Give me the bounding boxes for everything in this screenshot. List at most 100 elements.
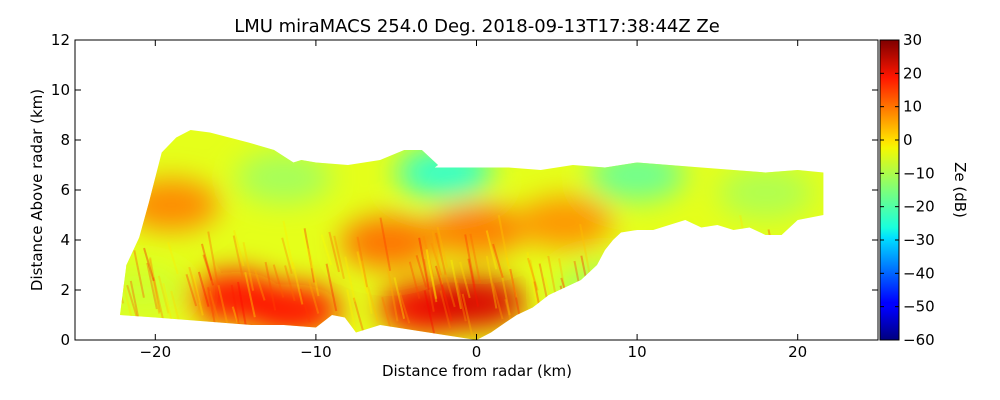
texture-streak — [254, 269, 266, 301]
texture-streak — [425, 249, 438, 303]
texture-streak — [120, 273, 125, 304]
reflectivity-feature — [120, 264, 188, 316]
reflectivity-feature — [645, 254, 742, 306]
texture-streak — [291, 261, 304, 305]
texture-streak — [264, 261, 277, 311]
reflectivity-feature — [428, 204, 525, 256]
texture-streak — [367, 286, 379, 322]
texture-streak — [425, 248, 438, 299]
y-tick-label: 4 — [60, 231, 70, 249]
texture-streak — [303, 228, 316, 283]
reflectivity-feature — [516, 196, 613, 249]
texture-streak — [346, 289, 358, 339]
x-axis-ticks: −20 −10 0 10 20 — [139, 40, 807, 361]
texture-streak — [619, 252, 631, 293]
reflectivity-feature — [556, 264, 653, 316]
plot-area — [120, 130, 824, 340]
texture-streak — [148, 259, 161, 314]
texture-streak — [783, 301, 796, 340]
texture-streak — [491, 283, 504, 320]
texture-streak — [307, 279, 320, 314]
texture-streak — [706, 225, 718, 269]
x-tick-label: 20 — [788, 343, 807, 361]
texture-streak — [436, 226, 449, 268]
x-tick-label: −10 — [300, 343, 332, 361]
colorbar-tick-label: −60 — [903, 331, 935, 349]
texture-streak — [188, 266, 200, 304]
texture-streak — [455, 278, 467, 322]
texture-streak — [398, 292, 411, 324]
texture-streak — [434, 265, 447, 299]
texture-streak — [126, 284, 138, 318]
reflectivity-feature — [243, 284, 340, 336]
texture-streak — [393, 277, 406, 319]
texture-streak — [307, 248, 320, 297]
reflectivity-feature — [717, 166, 814, 219]
texture-streak — [284, 265, 296, 302]
texture-streak — [450, 259, 462, 310]
texture-streak — [202, 254, 215, 286]
texture-streak — [444, 272, 456, 308]
texture-streak — [232, 230, 245, 267]
texture-streak — [143, 247, 155, 282]
texture-streak — [630, 257, 642, 304]
y-tick-label: 8 — [60, 131, 70, 149]
texture-streak — [299, 288, 311, 323]
echo-region — [120, 130, 824, 340]
texture-streak — [282, 220, 295, 270]
texture-streak — [272, 264, 285, 298]
texture-streak — [671, 299, 683, 331]
colorbar-tick-label: −10 — [903, 164, 935, 182]
texture-streak — [208, 290, 221, 324]
texture-streak — [796, 238, 809, 274]
texture-streak — [408, 261, 421, 299]
texture-streak — [610, 300, 622, 340]
texture-streak — [356, 251, 368, 293]
texture-streak — [679, 273, 692, 310]
x-tick-label: 10 — [628, 343, 647, 361]
texture-streak — [550, 294, 562, 333]
colorbar: 30 20 10 0 −10 −20 −30 −40 −50 −60 Ze (dB) — [879, 31, 969, 349]
texture-streak — [434, 232, 447, 275]
texture-streak — [526, 251, 539, 308]
texture-streak — [787, 273, 800, 316]
texture-streak — [242, 241, 255, 291]
texture-streak — [185, 274, 198, 307]
texture-streak — [361, 260, 373, 314]
texture-streak — [217, 285, 230, 328]
x-tick-label: 0 — [472, 343, 482, 361]
texture-streak — [281, 237, 293, 274]
colorbar-tick-label: 30 — [903, 31, 922, 49]
texture-streak — [783, 270, 795, 318]
texture-streak — [469, 233, 482, 284]
texture-streak — [439, 290, 452, 329]
texture-streak — [200, 243, 213, 281]
texture-streak — [790, 261, 803, 302]
texture-streak — [328, 231, 340, 273]
reflectivity-feature — [235, 151, 332, 204]
texture-streak — [441, 284, 453, 322]
texture-streak — [702, 238, 715, 285]
reflectivity-feature — [123, 179, 220, 231]
reflectivity-feature — [396, 146, 493, 199]
colorbar-tick-label: 0 — [903, 131, 913, 149]
texture-streak — [146, 262, 158, 310]
texture-streak — [301, 229, 313, 269]
texture-streak — [698, 230, 710, 267]
texture-streak — [485, 230, 498, 270]
texture-streak — [792, 255, 804, 295]
texture-streak — [197, 271, 210, 307]
colorbar-tick-label: −30 — [903, 231, 935, 249]
texture-streak — [431, 231, 444, 285]
colorbar-tick-label: −40 — [903, 264, 935, 282]
texture-streak — [415, 255, 428, 288]
texture-streak — [526, 257, 539, 291]
texture-streak — [192, 274, 204, 316]
texture-streak — [461, 293, 474, 337]
colorbar-tick-label: −20 — [903, 198, 935, 216]
colorbar-gradient — [880, 40, 899, 340]
texture-streak — [352, 297, 365, 333]
texture-streak — [624, 273, 637, 317]
texture-streak — [133, 250, 145, 298]
texture-streak — [762, 245, 775, 294]
